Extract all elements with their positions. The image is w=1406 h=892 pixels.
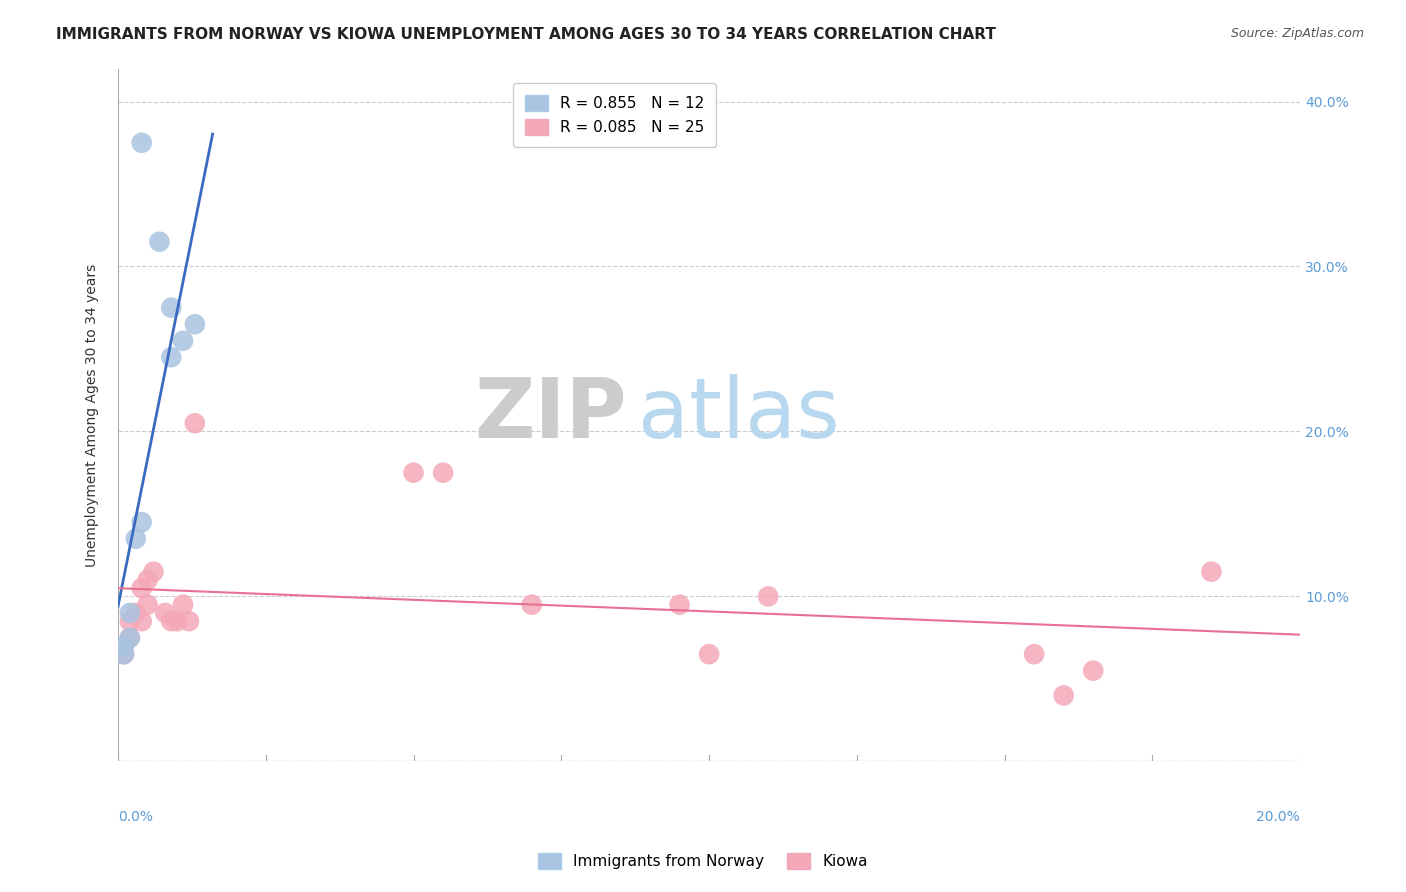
Point [148, 235, 170, 249]
Point [118, 606, 141, 620]
Point [402, 466, 425, 480]
Point [520, 598, 543, 612]
Point [112, 639, 135, 653]
Text: atlas: atlas [638, 375, 839, 456]
Point [432, 466, 454, 480]
Point [697, 647, 720, 661]
Point [1083, 664, 1105, 678]
Point [172, 598, 194, 612]
Text: 0.0%: 0.0% [118, 810, 153, 824]
Point [1053, 689, 1076, 703]
Point [118, 614, 141, 628]
Point [184, 416, 207, 430]
Point [112, 647, 135, 661]
Point [160, 350, 183, 364]
Point [668, 598, 690, 612]
Point [155, 606, 177, 620]
Point [118, 631, 141, 645]
Legend: Immigrants from Norway, Kiowa: Immigrants from Norway, Kiowa [531, 847, 875, 875]
Point [125, 532, 148, 546]
Point [166, 614, 188, 628]
Point [756, 590, 779, 604]
Point [177, 614, 200, 628]
Text: ZIP: ZIP [474, 375, 626, 456]
Point [131, 515, 153, 529]
Point [118, 631, 141, 645]
Point [160, 614, 183, 628]
Text: IMMIGRANTS FROM NORWAY VS KIOWA UNEMPLOYMENT AMONG AGES 30 TO 34 YEARS CORRELATI: IMMIGRANTS FROM NORWAY VS KIOWA UNEMPLOY… [56, 27, 995, 42]
Point [131, 136, 153, 150]
Legend: R = 0.855   N = 12, R = 0.085   N = 25: R = 0.855 N = 12, R = 0.085 N = 25 [513, 83, 717, 147]
Point [1024, 647, 1046, 661]
Text: Source: ZipAtlas.com: Source: ZipAtlas.com [1230, 27, 1364, 40]
Text: 20.0%: 20.0% [1257, 810, 1301, 824]
Point [1201, 565, 1223, 579]
Point [142, 565, 165, 579]
Point [184, 317, 207, 331]
Point [136, 573, 159, 587]
Point [112, 647, 135, 661]
Point [160, 301, 183, 315]
Point [131, 614, 153, 628]
Y-axis label: Unemployment Among Ages 30 to 34 years: Unemployment Among Ages 30 to 34 years [86, 263, 100, 566]
Point [125, 606, 148, 620]
Point [136, 598, 159, 612]
Point [172, 334, 194, 348]
Point [131, 581, 153, 595]
